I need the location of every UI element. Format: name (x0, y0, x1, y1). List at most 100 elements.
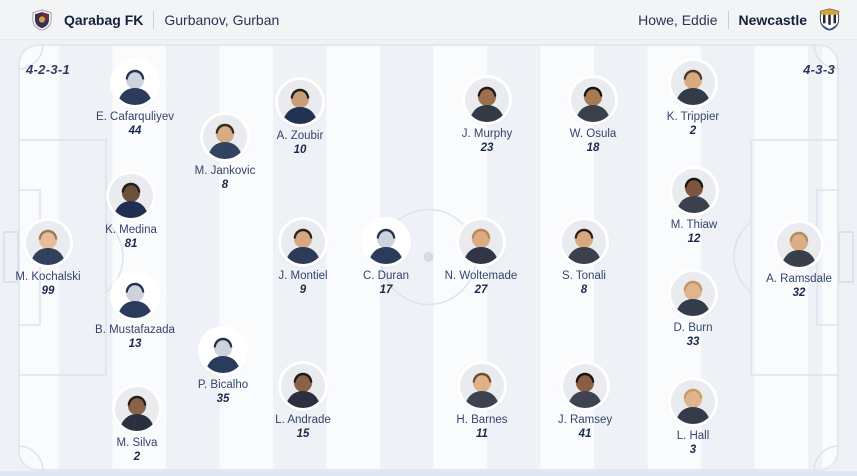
player-photo-icon (672, 169, 716, 213)
player-card[interactable]: A. Zoubir 10 (240, 80, 360, 156)
player-card[interactable]: K. Medina 81 (71, 174, 191, 250)
player-number: 41 (578, 428, 592, 440)
player-number: 2 (689, 125, 697, 137)
player-card[interactable]: H. Barnes 11 (422, 364, 542, 440)
player-avatar[interactable] (109, 174, 153, 218)
player-avatar[interactable] (460, 364, 504, 408)
player-card[interactable]: M. Jankovic 8 (165, 115, 285, 191)
player-card[interactable]: W. Osula 18 (533, 78, 653, 154)
player-card[interactable]: C. Duran 17 (326, 220, 446, 296)
player-photo-icon (671, 61, 715, 105)
player-card[interactable]: K. Trippier 2 (633, 61, 753, 137)
player-number: 8 (580, 284, 588, 296)
player-photo-icon (278, 80, 322, 124)
player-number: 44 (128, 125, 142, 137)
newcastle-crest-icon (817, 8, 841, 32)
player-card[interactable]: M. Thiaw 12 (634, 169, 754, 245)
player-avatar[interactable] (115, 387, 159, 431)
player-number: 13 (128, 338, 142, 350)
player-number: 99 (41, 285, 55, 297)
player-card[interactable]: J. Ramsey 41 (525, 364, 645, 440)
qarabag-crest-icon (30, 8, 54, 32)
player-name: M. Jankovic (194, 165, 256, 177)
player-photo-icon (115, 387, 159, 431)
player-name: J. Ramsey (557, 414, 613, 426)
player-avatar[interactable] (571, 78, 615, 122)
player-number: 10 (293, 144, 307, 156)
player-card[interactable]: A. Ramsdale 32 (739, 223, 857, 299)
away-manager-name[interactable]: Howe, Eddie (638, 11, 718, 28)
away-team-header[interactable]: Howe, Eddie Newcastle (638, 8, 841, 32)
player-card[interactable]: B. Mustafazada 13 (75, 274, 195, 350)
player-card[interactable]: M. Kochalski 99 (0, 221, 108, 297)
player-number: 3 (689, 444, 697, 456)
player-name: N. Woltemade (444, 270, 518, 282)
player-photo-icon (460, 364, 504, 408)
player-name: A. Zoubir (276, 130, 324, 142)
player-name: B. Mustafazada (95, 324, 175, 336)
player-avatar[interactable] (459, 220, 503, 264)
player-avatar[interactable] (777, 223, 821, 267)
player-number: 35 (216, 393, 230, 405)
player-photo-icon (26, 221, 70, 265)
player-name: W. Osula (569, 128, 617, 140)
player-number: 81 (124, 238, 138, 250)
player-card[interactable]: L. Hall 3 (633, 380, 753, 456)
player-avatar[interactable] (281, 364, 325, 408)
player-number: 2 (133, 451, 141, 463)
player-avatar[interactable] (281, 220, 325, 264)
player-avatar[interactable] (201, 329, 245, 373)
header-divider (727, 10, 729, 29)
player-number: 9 (299, 284, 307, 296)
home-formation-label: 4-2-3-1 (26, 62, 71, 77)
player-card[interactable]: M. Silva 2 (77, 387, 197, 463)
home-team-name[interactable]: Qarabag FK (64, 11, 144, 28)
player-photo-icon (281, 364, 325, 408)
home-team-header[interactable]: Qarabag FK Gurbanov, Gurban (30, 8, 279, 32)
player-avatar[interactable] (562, 220, 606, 264)
player-photo-icon (465, 78, 509, 122)
player-card[interactable]: J. Montiel 9 (243, 220, 363, 296)
player-photo-icon (563, 364, 607, 408)
player-name: M. Thiaw (670, 219, 718, 231)
player-avatar[interactable] (671, 272, 715, 316)
player-card[interactable]: D. Burn 33 (633, 272, 753, 348)
player-card[interactable]: N. Woltemade 27 (421, 220, 541, 296)
player-card[interactable]: P. Bicalho 35 (163, 329, 283, 405)
player-avatar[interactable] (465, 78, 509, 122)
player-photo-icon (201, 329, 245, 373)
player-photo-icon (364, 220, 408, 264)
player-photo-icon (777, 223, 821, 267)
player-number: 18 (586, 142, 600, 154)
player-photo-icon (281, 220, 325, 264)
player-avatar[interactable] (563, 364, 607, 408)
player-card[interactable]: E. Cafarquliyev 44 (75, 61, 195, 137)
player-card[interactable]: J. Murphy 23 (427, 78, 547, 154)
player-number: 12 (687, 233, 701, 245)
player-name: J. Montiel (278, 270, 328, 282)
away-team-name[interactable]: Newcastle (738, 11, 807, 28)
player-avatar[interactable] (203, 115, 247, 159)
player-avatar[interactable] (671, 380, 715, 424)
player-avatar[interactable] (671, 61, 715, 105)
player-avatar[interactable] (364, 220, 408, 264)
player-number: 23 (480, 142, 494, 154)
home-manager-name[interactable]: Gurbanov, Gurban (164, 11, 280, 28)
player-card[interactable]: S. Tonali 8 (524, 220, 644, 296)
player-avatar[interactable] (113, 274, 157, 318)
bottom-strip (0, 471, 857, 476)
header-divider (153, 10, 155, 29)
match-header: Qarabag FK Gurbanov, Gurban Howe, Eddie … (0, 0, 857, 40)
player-number: 8 (221, 179, 229, 191)
player-photo-icon (113, 61, 157, 105)
player-name: S. Tonali (562, 270, 606, 282)
player-photo-icon (571, 78, 615, 122)
player-avatar[interactable] (26, 221, 70, 265)
player-number: 33 (686, 336, 700, 348)
player-photo-icon (671, 272, 715, 316)
player-card[interactable]: L. Andrade 15 (243, 364, 363, 440)
player-avatar[interactable] (672, 169, 716, 213)
player-avatar[interactable] (278, 80, 322, 124)
player-avatar[interactable] (113, 61, 157, 105)
